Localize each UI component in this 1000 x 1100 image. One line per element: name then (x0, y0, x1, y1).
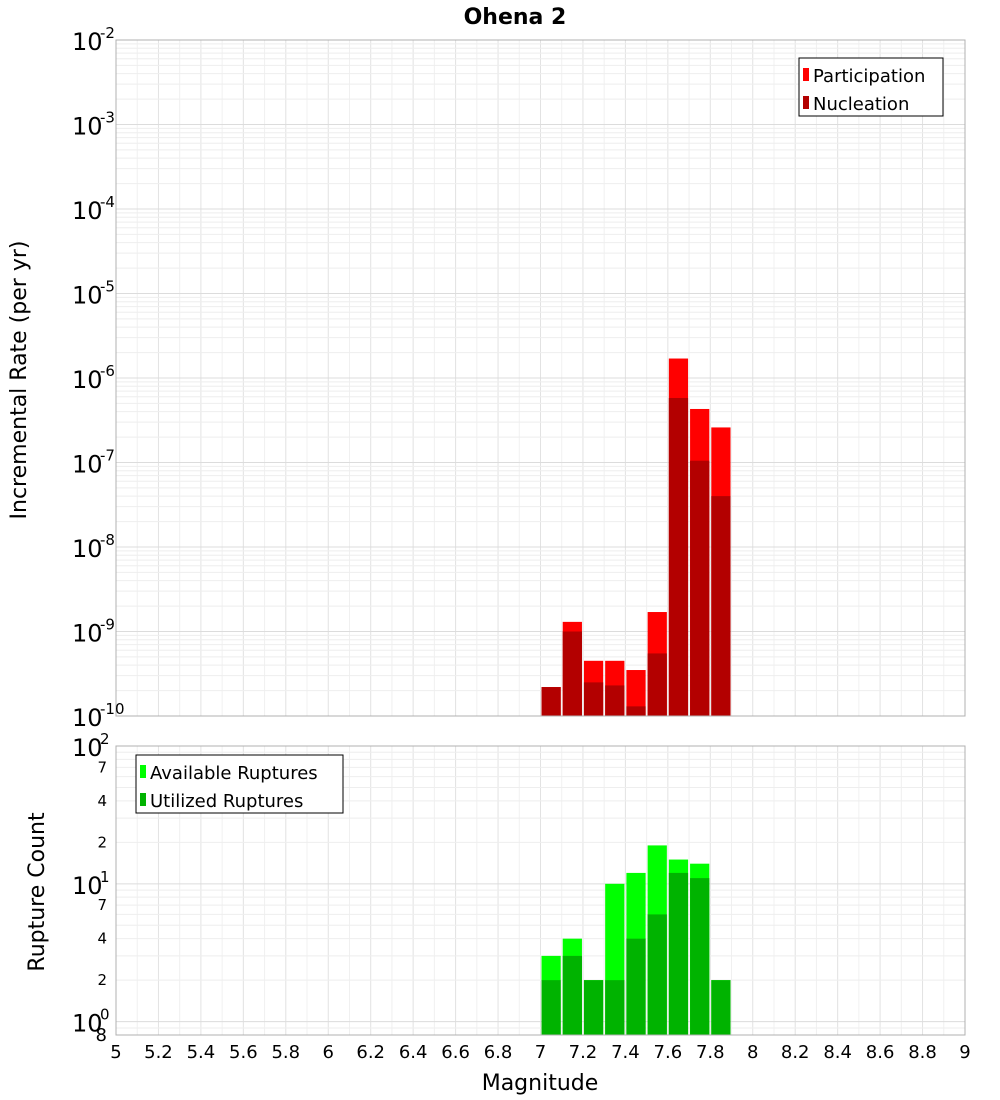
top-y-tick-exponent: -8 (100, 531, 115, 549)
x-tick-label: 9 (959, 1042, 970, 1063)
bottom-y-tick-exponent: 0 (100, 1006, 110, 1024)
bottom-bar-utilized-ruptures (605, 980, 625, 1035)
top-bar-participation (626, 670, 646, 716)
top-bar-nucleation (690, 460, 710, 716)
bottom-bar-utilized-ruptures (647, 914, 667, 1035)
top-legend (798, 57, 944, 117)
top-y-tick-exponent: -3 (100, 109, 115, 127)
bottom-bar-utilized-ruptures (626, 938, 646, 1035)
top-bar-nucleation (605, 685, 625, 716)
bottom-y-tick-exponent: 2 (100, 730, 110, 748)
x-axis-label: Magnitude (482, 1071, 599, 1096)
top-plot-frame (115, 39, 966, 717)
bottom-bar-utilized-ruptures (562, 955, 582, 1035)
bottom-y-minor-label: 7 (97, 896, 107, 914)
top-legend-swatch (803, 96, 809, 109)
top-y-tick-exponent: -4 (100, 193, 115, 211)
top-bar-nucleation (541, 687, 561, 716)
top-bar-nucleation (583, 682, 604, 716)
x-tick-label: 7.2 (569, 1042, 598, 1063)
top-y-tick-exponent: -2 (100, 24, 115, 42)
top-y-tick-label: 10 (72, 197, 103, 225)
x-tick-label: 8.2 (781, 1042, 810, 1063)
top-y-tick-exponent: -9 (100, 616, 115, 634)
bottom-y-axis-label: Rupture Count (25, 812, 50, 972)
x-tick-label: 6.8 (484, 1042, 513, 1063)
bottom-bar-utilized-ruptures (711, 980, 731, 1035)
bottom-legend-swatch (140, 765, 146, 778)
top-y-tick-label: 10 (72, 282, 103, 310)
bottom-y-tick-label: 10 (72, 734, 103, 762)
x-tick-label: 7.4 (611, 1042, 640, 1063)
top-y-tick-label: 10 (72, 366, 103, 394)
bottom-legend-swatch (140, 793, 146, 806)
x-tick-label: 7.8 (696, 1042, 725, 1063)
x-tick-label: 5.8 (271, 1042, 300, 1063)
x-tick-label: 6.4 (399, 1042, 428, 1063)
x-tick-label: 6 (323, 1042, 334, 1063)
x-tick-label: 5.2 (144, 1042, 173, 1063)
x-tick-label: 5.4 (187, 1042, 216, 1063)
top-y-tick-exponent: -6 (100, 362, 115, 380)
bottom-y-minor-label: 4 (97, 930, 107, 948)
bottom-legend-label: Utilized Ruptures (150, 791, 303, 812)
top-bar-nucleation (647, 653, 667, 716)
top-y-tick-exponent: -10 (100, 700, 125, 718)
top-plot: 10-210-310-410-510-610-710-810-910-10Par… (72, 24, 966, 732)
bottom-plot-frame (115, 745, 966, 1036)
bottom-y-minor-label: 2 (97, 971, 107, 989)
bottom-y-tick-label: 10 (72, 872, 103, 900)
top-y-tick-label: 10 (72, 451, 103, 479)
chart-title: Ohena 2 (464, 5, 567, 30)
bottom-bar-utilized-ruptures (668, 872, 689, 1035)
bottom-bar-utilized-ruptures (690, 878, 710, 1035)
top-legend-swatch (803, 68, 809, 81)
top-y-tick-label: 10 (72, 704, 103, 732)
x-tick-label: 8 (747, 1042, 758, 1063)
bottom-legend-label: Available Ruptures (150, 763, 318, 784)
bottom-y-tick-label: 10 (72, 1010, 103, 1038)
top-y-tick-label: 10 (72, 620, 103, 648)
x-tick-label: 7 (535, 1042, 546, 1063)
top-y-tick-exponent: -7 (100, 447, 115, 465)
top-y-axis-label: Incremental Rate (per yr) (7, 241, 32, 520)
x-tick-label: 6.6 (441, 1042, 470, 1063)
top-y-tick-label: 10 (72, 113, 103, 141)
bottom-y-minor-label: 2 (97, 833, 107, 851)
top-y-tick-exponent: -5 (100, 278, 115, 296)
bottom-bar-utilized-ruptures (583, 980, 604, 1035)
top-bar-nucleation (668, 397, 689, 716)
bottom-y-tick-exponent: 1 (100, 868, 110, 886)
top-legend-label: Nucleation (813, 94, 909, 115)
top-bar-nucleation (562, 631, 582, 716)
x-tick-label: 8.6 (866, 1042, 895, 1063)
x-tick-label: 8.4 (823, 1042, 852, 1063)
bottom-legend (135, 754, 344, 814)
top-y-tick-label: 10 (72, 28, 103, 56)
x-tick-label: 5 (110, 1042, 121, 1063)
x-tick-label: 6.2 (356, 1042, 385, 1063)
top-bar-nucleation (626, 706, 646, 716)
x-tick-label: 8.8 (908, 1042, 937, 1063)
x-tick-label: 7.6 (654, 1042, 683, 1063)
top-legend-label: Participation (813, 66, 925, 87)
bottom-y-minor-label: 8 (96, 1025, 107, 1046)
top-y-tick-label: 10 (72, 535, 103, 563)
bottom-y-minor-label: 4 (97, 792, 107, 810)
x-tick-label: 5.6 (229, 1042, 258, 1063)
bottom-bar-utilized-ruptures (541, 980, 561, 1035)
bottom-y-minor-label: 7 (97, 758, 107, 776)
top-bar-nucleation (711, 496, 731, 716)
